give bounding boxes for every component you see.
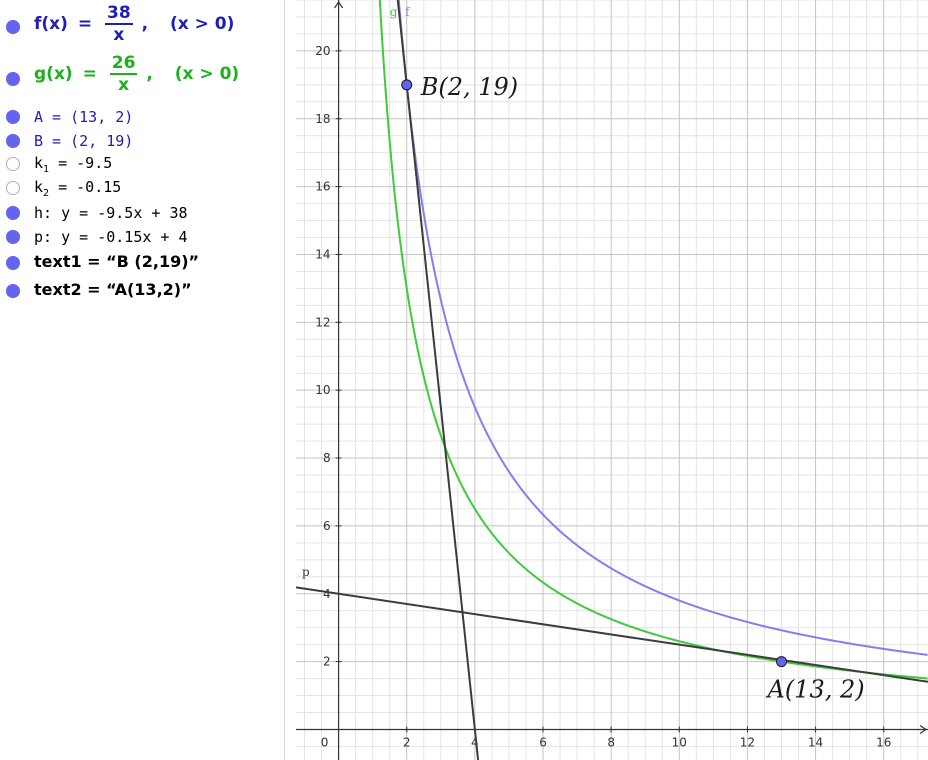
comma: , bbox=[146, 64, 153, 84]
domain-condition-g: (x > 0) bbox=[174, 64, 240, 84]
label-line-p: p bbox=[302, 565, 310, 579]
points bbox=[401, 79, 787, 668]
graphics-view[interactable]: 0 2 4 6 8 10 12 14 16 2 4 6 8 10 12 14 16 18 20 B(2, 19) A… bbox=[296, 0, 928, 760]
visibility-toggle-p[interactable] bbox=[6, 230, 20, 244]
slider-k1-definition: k1 = -9.5 bbox=[34, 154, 112, 175]
function-f-name: f(x) bbox=[34, 14, 68, 34]
algebra-item-k2[interactable]: k2 = -0.15 bbox=[0, 177, 284, 199]
point-B[interactable] bbox=[401, 79, 413, 91]
y-tick-label: 8 bbox=[323, 451, 331, 465]
function-f-definition: f(x) = 38 x , (x > 0) bbox=[34, 4, 234, 44]
algebra-item-text2[interactable]: text2 = “A(13,2)” bbox=[0, 279, 284, 303]
x-tick-label: 2 bbox=[403, 735, 411, 749]
y-tick-label: 18 bbox=[315, 112, 330, 126]
x-tick-label: 0 bbox=[321, 735, 329, 749]
algebra-item-B[interactable]: B = (2, 19) bbox=[0, 130, 284, 152]
equals-sign: = bbox=[82, 64, 97, 84]
algebra-item-p[interactable]: p: y = -0.15x + 4 bbox=[0, 226, 284, 248]
y-tick-label: 12 bbox=[315, 315, 330, 329]
y-tick-label: 4 bbox=[323, 587, 331, 601]
k2-base: k bbox=[34, 178, 44, 196]
fraction-g: 26 x bbox=[109, 53, 138, 95]
x-tick-label: 12 bbox=[740, 735, 755, 749]
x-tick-label: 8 bbox=[607, 735, 615, 749]
y-tick-label: 10 bbox=[315, 383, 330, 397]
visibility-toggle-A[interactable] bbox=[6, 110, 20, 124]
algebra-item-h[interactable]: h: y = -9.5x + 38 bbox=[0, 202, 284, 224]
label-point-A[interactable]: A(13, 2) bbox=[765, 676, 864, 704]
point-B-definition: B = (2, 19) bbox=[34, 132, 134, 150]
axes bbox=[296, 0, 928, 760]
visibility-toggle-B[interactable] bbox=[6, 134, 20, 148]
comma: , bbox=[141, 14, 149, 34]
line-p[interactable] bbox=[296, 586, 928, 683]
visibility-toggle-g[interactable] bbox=[6, 72, 20, 86]
y-tick-label: 20 bbox=[315, 44, 330, 58]
x-tick-label: 14 bbox=[808, 735, 823, 749]
slider-k2-definition: k2 = -0.15 bbox=[34, 178, 121, 199]
equals-sign: = bbox=[77, 14, 93, 34]
algebra-item-k1[interactable]: k1 = -9.5 bbox=[0, 153, 284, 175]
domain-condition-f: (x > 0) bbox=[169, 14, 235, 34]
minor-grid bbox=[296, 0, 928, 760]
visibility-toggle-text1[interactable] bbox=[6, 256, 20, 270]
line-h-definition: h: y = -9.5x + 38 bbox=[34, 204, 188, 222]
numerator-f: 38 bbox=[105, 3, 133, 25]
visibility-toggle-h[interactable] bbox=[6, 206, 20, 220]
k2-value: = -0.15 bbox=[49, 178, 122, 196]
tick-labels: 0 2 4 6 8 10 12 14 16 2 4 6 8 10 12 14 16 18 20 bbox=[315, 44, 891, 750]
point-A-definition: A = (13, 2) bbox=[34, 108, 134, 126]
visibility-toggle-k1[interactable] bbox=[6, 157, 20, 171]
function-g-definition: g(x) = 26 x , (x > 0) bbox=[34, 54, 239, 94]
line-p-definition: p: y = -0.15x + 4 bbox=[34, 228, 188, 246]
major-grid bbox=[296, 0, 928, 760]
line-h[interactable] bbox=[396, 0, 480, 760]
y-tick-label: 6 bbox=[323, 519, 331, 533]
graph-labels: B(2, 19) A(13, 2) g f p bbox=[302, 5, 865, 704]
algebra-item-text1[interactable]: text1 = “B (2,19)” bbox=[0, 251, 284, 275]
y-axis-arrow-icon bbox=[334, 0, 344, 9]
k1-base: k bbox=[34, 154, 44, 172]
numerator-g: 26 bbox=[109, 53, 138, 75]
visibility-toggle-f[interactable] bbox=[6, 20, 20, 34]
algebra-view: f(x) = 38 x , (x > 0) g(x) = 26 x , (x >… bbox=[0, 0, 284, 760]
text1-definition: text1 = “B (2,19)” bbox=[34, 252, 200, 271]
k1-subscript: 1 bbox=[43, 164, 50, 175]
algebra-item-A[interactable]: A = (13, 2) bbox=[0, 106, 284, 128]
curve-f[interactable] bbox=[397, 0, 928, 656]
k2-subscript: 2 bbox=[43, 188, 50, 199]
visibility-toggle-k2[interactable] bbox=[6, 181, 20, 195]
fraction-f: 38 x bbox=[105, 4, 133, 44]
x-axis-arrow-icon bbox=[919, 724, 928, 734]
y-tick-label: 14 bbox=[315, 247, 330, 261]
label-curve-g: g bbox=[390, 5, 398, 19]
text2-definition: text2 = “A(13,2)” bbox=[34, 280, 192, 299]
x-tick-label: 4 bbox=[471, 735, 479, 749]
function-g-name: g(x) bbox=[34, 64, 73, 84]
denominator-f: x bbox=[113, 25, 125, 45]
x-tick-label: 6 bbox=[539, 735, 547, 749]
curves bbox=[296, 0, 928, 760]
x-tick-label: 16 bbox=[876, 735, 891, 749]
algebra-item-f[interactable]: f(x) = 38 x , (x > 0) bbox=[0, 4, 284, 50]
label-curve-f: f bbox=[405, 5, 411, 19]
k1-value: = -9.5 bbox=[49, 154, 113, 172]
denominator-g: x bbox=[118, 75, 130, 95]
y-tick-label: 16 bbox=[315, 180, 330, 194]
y-tick-label: 2 bbox=[323, 655, 331, 669]
x-tick-label: 10 bbox=[672, 735, 687, 749]
view-divider[interactable] bbox=[284, 0, 296, 760]
visibility-toggle-text2[interactable] bbox=[6, 284, 20, 298]
point-A[interactable] bbox=[775, 656, 787, 668]
label-point-B[interactable]: B(2, 19) bbox=[420, 73, 518, 101]
algebra-item-g[interactable]: g(x) = 26 x , (x > 0) bbox=[0, 54, 284, 102]
